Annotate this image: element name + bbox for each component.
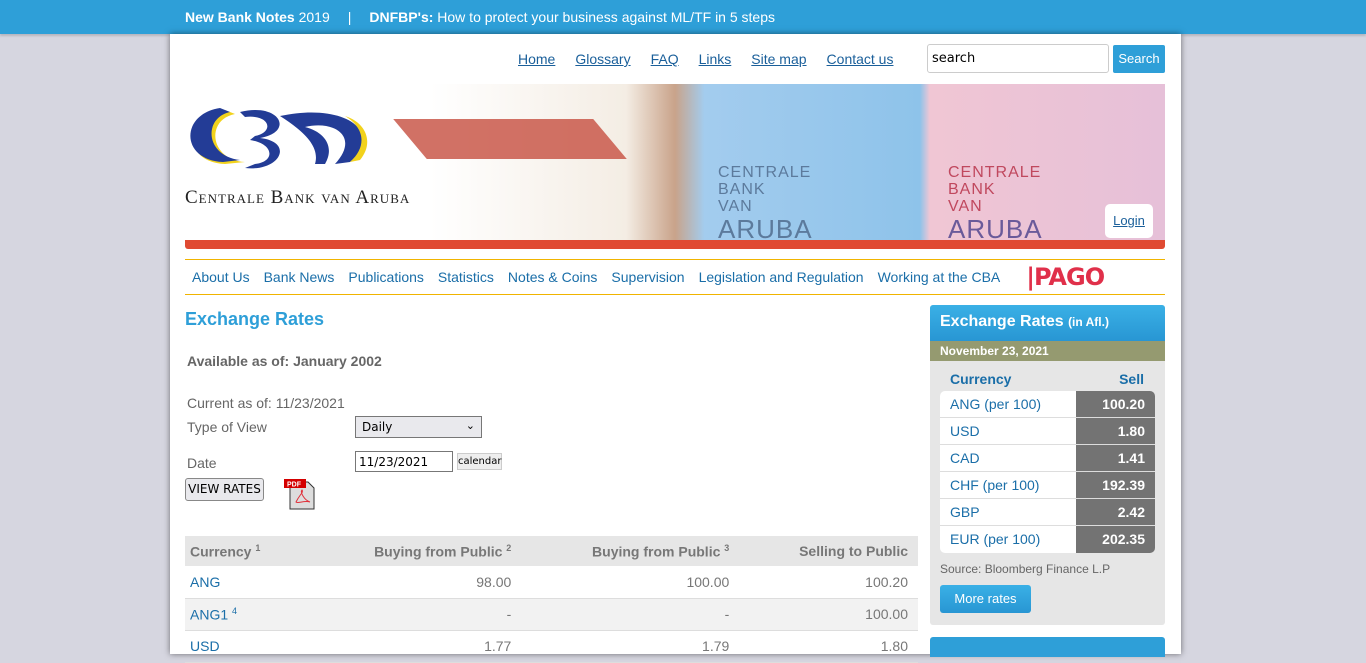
col-buying-1: Buying from Public 2 <box>303 536 522 566</box>
buying-2: 100.00 <box>521 566 740 599</box>
util-link-links[interactable]: Links <box>698 51 732 67</box>
rate-row[interactable]: CAD 1.41 <box>940 445 1155 472</box>
main-nav: About Us Bank News Publications Statisti… <box>185 259 1165 295</box>
nav-supervision[interactable]: Supervision <box>611 269 685 285</box>
announcement-link-dnfbp[interactable]: DNFBP's: <box>369 9 434 25</box>
nav-publications[interactable]: Publications <box>348 269 424 285</box>
search-button[interactable]: Search <box>1113 45 1165 73</box>
nav-statistics[interactable]: Statistics <box>437 269 494 285</box>
selling: 100.20 <box>739 566 918 599</box>
available-as-of: Available as of: January 2002 <box>187 353 382 369</box>
sidebar-exchange-rates: Exchange Rates (in Afl.) November 23, 20… <box>930 305 1165 625</box>
utility-links: Home Glossary FAQ Links Site map Contact… <box>518 51 893 67</box>
banner-red-bar <box>185 240 1165 249</box>
buying-2: 1.79 <box>521 630 740 663</box>
banknote-text-2: CENTRALE BANK VAN ARUBA <box>948 164 1043 240</box>
view-rates-button[interactable]: VIEW RATES <box>185 478 264 501</box>
selling: 1.80 <box>739 630 918 663</box>
rate-row[interactable]: CHF (per 100) 192.39 <box>940 472 1155 499</box>
sidebar-rates-list: ANG (per 100) 100.20 USD 1.80 CAD 1.41 CHF … <box>940 391 1155 553</box>
logo-text: Centrale Bank van Aruba <box>185 187 411 208</box>
pdf-icon[interactable]: PDF <box>284 478 316 510</box>
svg-text:PDF: PDF <box>287 482 302 489</box>
nav-notes-coins[interactable]: Notes & Coins <box>507 269 598 285</box>
currency-link[interactable]: ANG1 4 <box>185 598 304 631</box>
col-currency: Currency 1 <box>185 536 304 566</box>
selling: 100.00 <box>739 598 918 631</box>
banknote-text-1: CENTRALE BANK VAN ARUBA <box>718 164 813 240</box>
search-input[interactable] <box>927 44 1109 73</box>
sidebar-next-panel <box>930 637 1165 657</box>
page-title: Exchange Rates <box>185 309 325 329</box>
announcement-year[interactable]: 2019 <box>298 9 330 25</box>
nav-bank-news[interactable]: Bank News <box>263 269 335 285</box>
sidebar-date: November 23, 2021 <box>930 341 1165 361</box>
rate-row[interactable]: ANG (per 100) 100.20 <box>940 391 1155 418</box>
type-of-view-select[interactable]: Daily ⌄ <box>355 416 482 438</box>
buying-1: 98.00 <box>303 566 522 599</box>
util-link-faq[interactable]: FAQ <box>650 51 679 67</box>
table-row: ANG1 4 - - 100.00 <box>185 598 918 631</box>
util-link-home[interactable]: Home <box>518 51 556 67</box>
table-row: USD 1.77 1.79 1.80 <box>185 630 918 663</box>
announcement-separator: | <box>347 9 352 25</box>
util-link-sitemap[interactable]: Site map <box>751 51 807 67</box>
announcement-bar: New Bank Notes 2019 | DNFBP's: How to prot… <box>0 0 1366 34</box>
announcement-link-banknotes[interactable]: New Bank Notes <box>185 9 295 25</box>
util-link-contact[interactable]: Contact us <box>826 51 894 67</box>
building-roof-image <box>393 119 627 159</box>
pago-logo[interactable]: |PAGO <box>1026 263 1105 291</box>
util-link-glossary[interactable]: Glossary <box>575 51 631 67</box>
rates-table: Currency 1 Buying from Public 2 Buying f… <box>185 536 918 663</box>
chevron-down-icon: ⌄ <box>465 419 475 432</box>
announcement-dnfbp-text[interactable]: How to protect your business against ML/… <box>437 9 775 25</box>
buying-1: 1.77 <box>303 630 522 663</box>
sidebar-columns: Currency Sell <box>950 371 1144 387</box>
buying-1: - <box>303 598 522 631</box>
col-selling: Selling to Public <box>739 536 918 566</box>
nav-about-us[interactable]: About Us <box>192 269 250 285</box>
current-as-of: Current as of: 11/23/2021 <box>187 395 345 411</box>
header-banner: Centrale Bank van Aruba CENTRALE BANK VAN A… <box>185 84 1165 240</box>
rate-row[interactable]: GBP 2.42 <box>940 499 1155 526</box>
nav-legislation[interactable]: Legislation and Regulation <box>698 269 864 285</box>
cbа-logo[interactable] <box>185 102 375 182</box>
date-label: Date <box>187 455 217 471</box>
table-header-row: Currency 1 Buying from Public 2 Buying f… <box>185 536 918 566</box>
currency-link[interactable]: USD <box>185 630 304 663</box>
page-container: Home Glossary FAQ Links Site map Contact… <box>170 34 1181 663</box>
buying-2: - <box>521 598 740 631</box>
nav-working[interactable]: Working at the CBA <box>877 269 1001 285</box>
login-link[interactable]: Login <box>1105 204 1153 238</box>
col-buying-2: Buying from Public 3 <box>521 536 740 566</box>
rates-source: Source: Bloomberg Finance L.P <box>940 562 1111 576</box>
rate-row[interactable]: EUR (per 100) 202.35 <box>940 526 1155 553</box>
date-input[interactable] <box>355 451 453 472</box>
currency-link[interactable]: ANG <box>185 566 304 599</box>
table-row: ANG 98.00 100.00 100.20 <box>185 566 918 599</box>
rate-row[interactable]: USD 1.80 <box>940 418 1155 445</box>
sidebar-title: Exchange Rates (in Afl.) <box>930 305 1165 341</box>
more-rates-button[interactable]: More rates <box>940 585 1031 613</box>
calendar-button[interactable]: calendar <box>457 453 502 470</box>
type-of-view-label: Type of View <box>187 419 267 435</box>
